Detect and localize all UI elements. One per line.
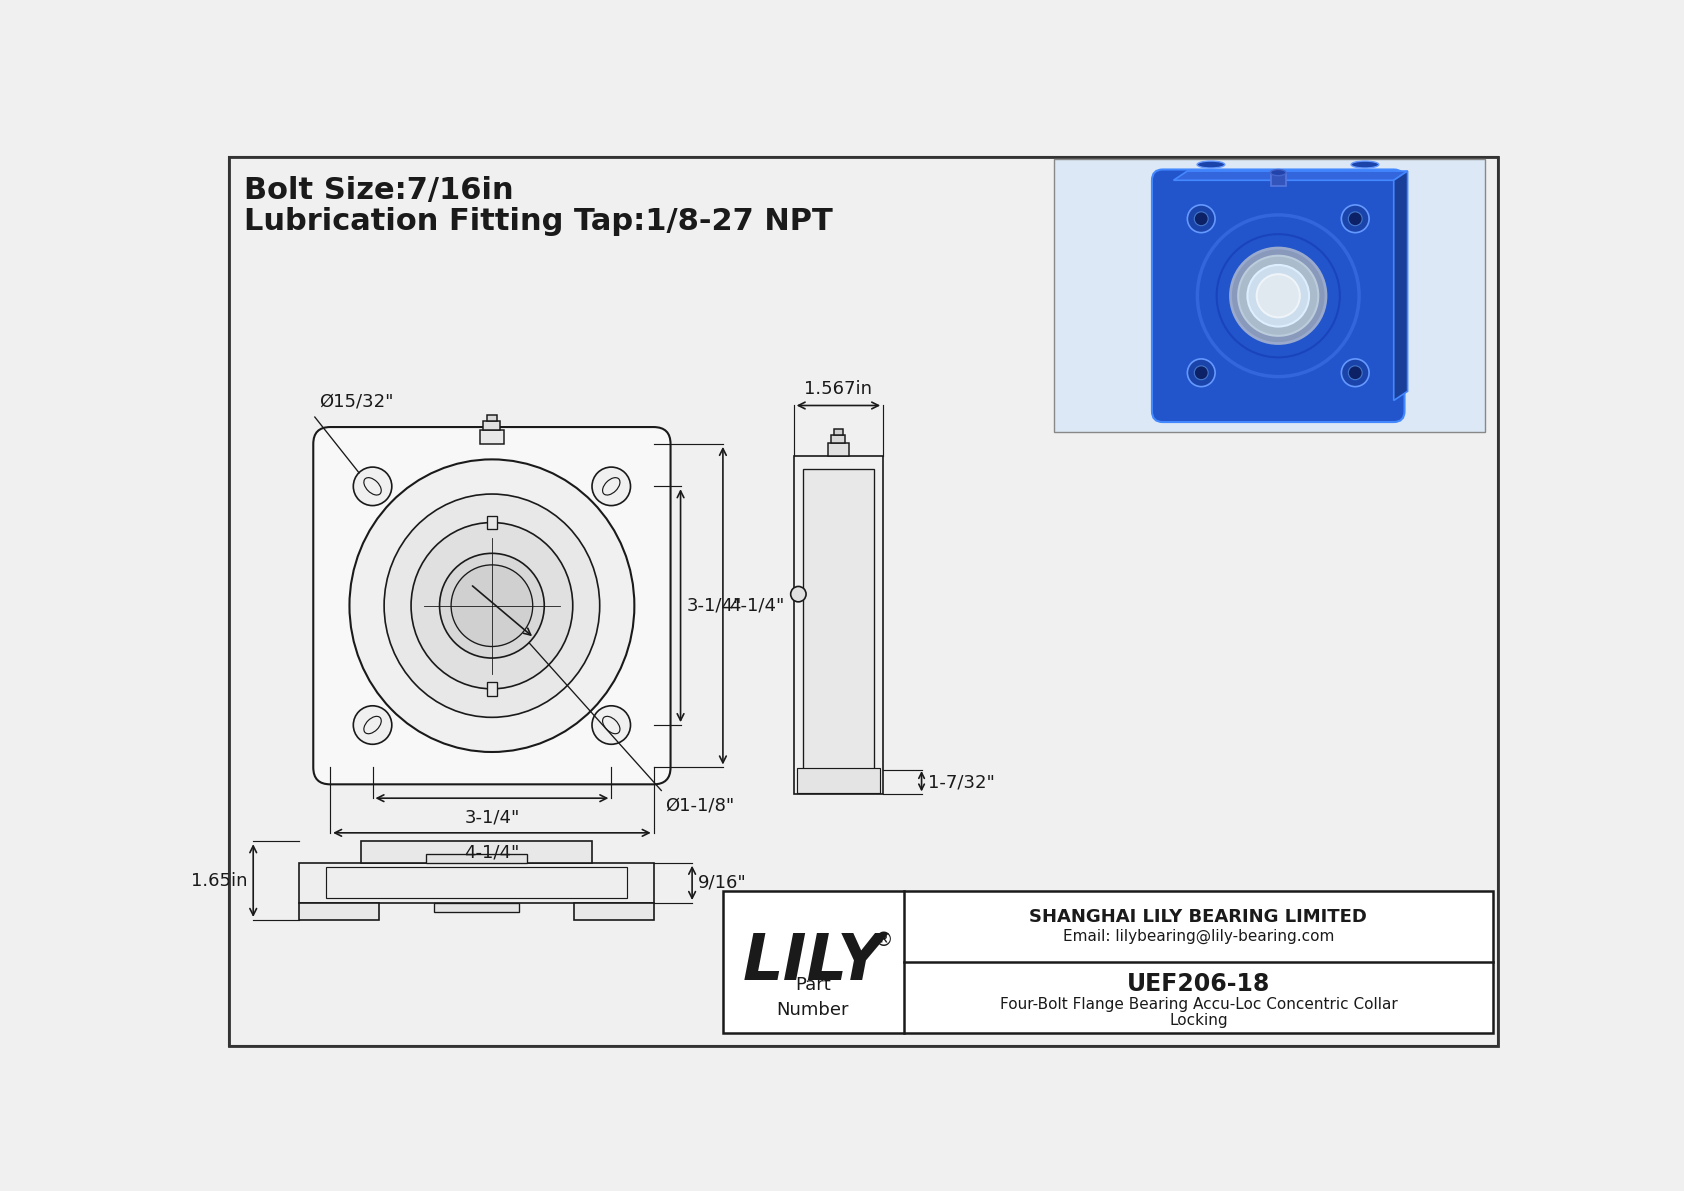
Bar [434, 903, 519, 912]
Circle shape [593, 467, 630, 506]
Text: 1.567in: 1.567in [805, 380, 872, 398]
Text: UEF206-18: UEF206-18 [1127, 973, 1270, 997]
Bar [797, 768, 881, 793]
Circle shape [1256, 274, 1300, 317]
Bar [300, 862, 653, 903]
Text: 1-7/32": 1-7/32" [928, 773, 995, 791]
Circle shape [440, 554, 544, 659]
Ellipse shape [1270, 169, 1287, 175]
Text: 3-1/4": 3-1/4" [687, 597, 743, 615]
Text: SHANGHAI LILY BEARING LIMITED: SHANGHAI LILY BEARING LIMITED [1029, 908, 1367, 925]
Circle shape [1194, 212, 1207, 226]
Circle shape [1349, 212, 1362, 226]
Circle shape [1187, 358, 1216, 387]
FancyBboxPatch shape [313, 428, 670, 785]
Bar [487, 414, 497, 420]
Bar [1270, 173, 1287, 187]
Bar [832, 435, 845, 443]
Ellipse shape [384, 494, 600, 717]
FancyBboxPatch shape [1152, 169, 1404, 422]
Text: Bolt Size:7/16in: Bolt Size:7/16in [244, 176, 514, 205]
Text: Four-Bolt Flange Bearing Accu-Loc Concentric Collar: Four-Bolt Flange Bearing Accu-Loc Concen… [1000, 997, 1398, 1012]
Circle shape [1349, 366, 1362, 380]
Bar [793, 455, 882, 794]
Bar [722, 891, 1494, 1033]
Bar [574, 903, 653, 919]
Bar [483, 420, 500, 430]
Text: Ø15/32": Ø15/32" [318, 393, 392, 411]
Circle shape [354, 706, 392, 744]
Text: 4-1/4": 4-1/4" [465, 843, 520, 861]
Text: LILY: LILY [743, 931, 884, 993]
Bar [1054, 160, 1485, 432]
Bar [487, 682, 497, 696]
Bar [827, 443, 849, 455]
Bar [426, 854, 527, 862]
Circle shape [354, 467, 392, 506]
Circle shape [1342, 205, 1369, 232]
Bar [327, 867, 626, 898]
Circle shape [1231, 248, 1325, 343]
Circle shape [1342, 358, 1369, 387]
Bar [300, 903, 379, 919]
Bar [803, 469, 874, 780]
Circle shape [1238, 256, 1319, 336]
Text: Ø1-1/8": Ø1-1/8" [665, 797, 734, 815]
Text: 4-1/4": 4-1/4" [729, 597, 785, 615]
Bar [834, 430, 844, 435]
Text: Part
Number: Part Number [776, 975, 849, 1019]
Text: 1.65in: 1.65in [190, 872, 248, 890]
Bar [360, 841, 593, 862]
Circle shape [1187, 205, 1216, 232]
Ellipse shape [411, 523, 573, 688]
Bar [487, 516, 497, 530]
Ellipse shape [350, 460, 635, 752]
Circle shape [1194, 366, 1207, 380]
Text: Locking: Locking [1169, 1014, 1228, 1028]
Ellipse shape [1197, 161, 1224, 168]
Polygon shape [1174, 172, 1408, 180]
Circle shape [1248, 264, 1308, 326]
Circle shape [451, 565, 532, 647]
Bar [480, 430, 504, 444]
Text: 3-1/4": 3-1/4" [465, 809, 520, 827]
Circle shape [791, 586, 807, 601]
Circle shape [593, 706, 630, 744]
Polygon shape [1394, 172, 1408, 400]
Ellipse shape [1351, 161, 1379, 168]
Text: ®: ® [872, 930, 893, 949]
Text: 9/16": 9/16" [699, 874, 748, 892]
Text: Email: lilybearing@lily-bearing.com: Email: lilybearing@lily-bearing.com [1063, 929, 1334, 944]
Text: Lubrication Fitting Tap:1/8-27 NPT: Lubrication Fitting Tap:1/8-27 NPT [244, 207, 832, 236]
